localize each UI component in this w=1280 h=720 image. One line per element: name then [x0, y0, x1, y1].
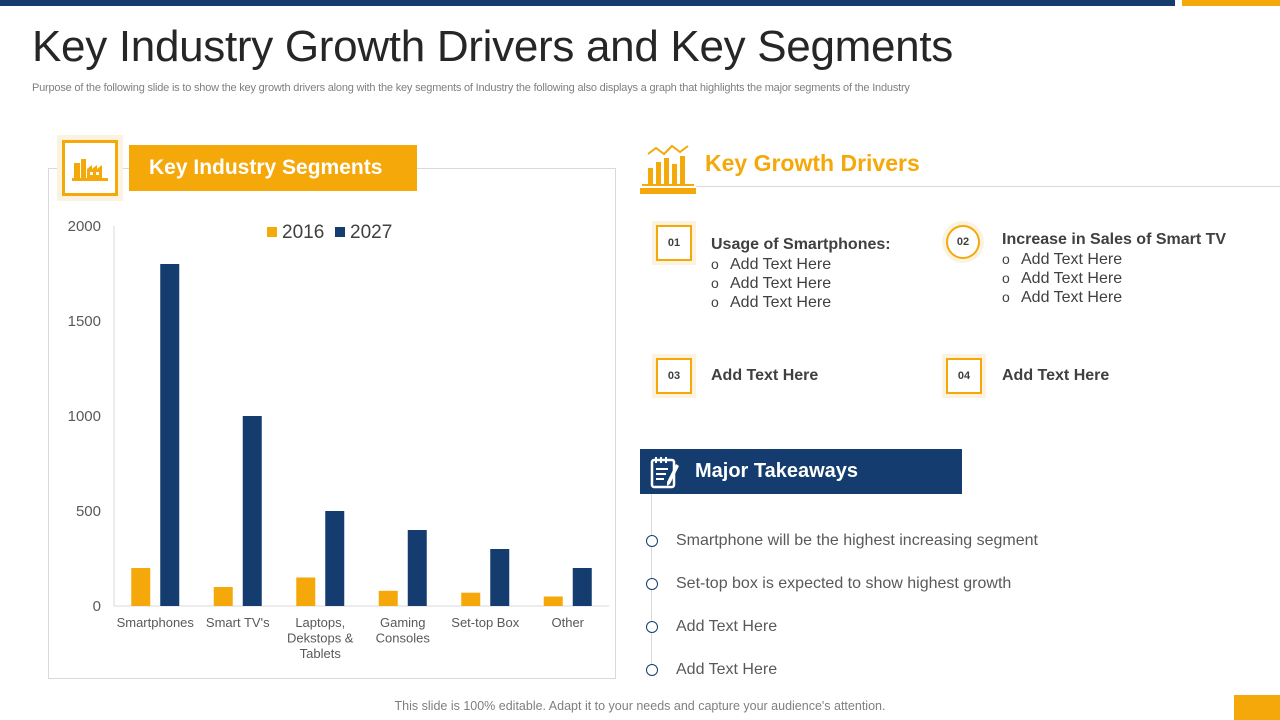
bar-2016 — [378, 590, 398, 606]
bar-2016 — [461, 592, 481, 606]
legend-label: 2027 — [350, 222, 392, 243]
segments-icon-box — [57, 135, 123, 201]
x-tick-label: Set-top Box — [451, 615, 519, 630]
x-tick-label: Dekstops & — [287, 631, 354, 646]
bullet-circle-icon — [646, 664, 658, 676]
list-item: Add Text Here — [1002, 269, 1122, 288]
x-tick-label: Smartphones — [117, 615, 195, 630]
bar-2016 — [213, 587, 233, 606]
factory-icon — [72, 159, 108, 181]
list-item: Add Text Here — [711, 274, 831, 293]
legend-swatch — [335, 227, 345, 237]
top-accent-bar — [0, 0, 1175, 6]
x-tick-label: Other — [551, 615, 584, 630]
driver-list-01: Add Text Here Add Text Here Add Text Her… — [711, 255, 831, 312]
y-tick-label: 0 — [93, 598, 101, 615]
notepad-pen-icon — [650, 457, 679, 489]
x-tick-label: Smart TV's — [206, 615, 270, 630]
page-title: Key Industry Growth Drivers and Key Segm… — [32, 22, 953, 71]
takeaway-item: Add Text Here — [646, 659, 777, 681]
bar-2027 — [407, 530, 427, 606]
driver-badge-02: 02 — [942, 221, 984, 263]
bar-2027 — [572, 568, 592, 606]
list-item: Add Text Here — [711, 255, 831, 274]
bullet-circle-icon — [646, 578, 658, 590]
top-accent-bar-gold — [1182, 0, 1280, 6]
x-tick-label: Consoles — [376, 631, 431, 646]
driver-badge-01: 01 — [652, 221, 696, 265]
driver-badge-03: 03 — [652, 354, 696, 398]
growth-divider — [696, 186, 1280, 187]
growth-drivers-title: Key Growth Drivers — [705, 150, 920, 176]
corner-accent — [1234, 695, 1280, 720]
y-tick-label: 2000 — [68, 218, 101, 235]
driver-heading-04: Add Text Here — [1002, 367, 1110, 384]
bar-2027 — [490, 549, 510, 606]
bar-chart-growth-icon — [640, 144, 696, 194]
driver-heading-02: Increase in Sales of Smart TV — [1002, 231, 1227, 248]
driver-heading-03: Add Text Here — [711, 367, 819, 384]
bar-2016 — [543, 596, 563, 606]
takeaway-item: Add Text Here — [646, 616, 777, 638]
driver-heading-01: Usage of Smartphones: — [711, 236, 891, 253]
bullet-circle-icon — [646, 621, 658, 633]
list-item: Add Text Here — [1002, 288, 1122, 307]
bullet-circle-icon — [646, 535, 658, 547]
footer-note: This slide is 100% editable. Adapt it to… — [394, 699, 886, 713]
segments-bar-chart: 0 500 1000 1500 2000 Smartphones Smart TV's Lap… — [68, 218, 609, 661]
y-tick-label: 500 — [76, 503, 101, 520]
bar-2027 — [160, 264, 180, 606]
list-item: Add Text Here — [1002, 250, 1122, 269]
x-tick-label: Gaming — [380, 615, 426, 630]
takeaway-item: Set-top box is expected to show highest … — [646, 573, 1011, 595]
y-tick-label: 1500 — [68, 313, 101, 330]
driver-list-02: Add Text Here Add Text Here Add Text Her… — [1002, 250, 1122, 307]
bar-2016 — [131, 568, 151, 606]
legend-label: 2016 — [282, 222, 324, 243]
list-item: Add Text Here — [711, 293, 831, 312]
legend-swatch — [267, 227, 277, 237]
takeaway-item: Smartphone will be the highest increasin… — [646, 530, 1038, 552]
driver-badge-04: 04 — [942, 354, 986, 398]
page-subtitle: Purpose of the following slide is to sho… — [32, 82, 910, 94]
y-tick-label: 1000 — [68, 408, 101, 425]
bar-2027 — [325, 511, 345, 606]
segments-header: Key Industry Segments — [129, 145, 417, 191]
bar-2027 — [242, 416, 262, 606]
bar-2016 — [296, 577, 316, 606]
x-tick-label: Laptops, — [295, 615, 345, 630]
takeaways-header: Major Takeaways — [640, 449, 962, 494]
x-tick-label: Tablets — [300, 646, 342, 661]
